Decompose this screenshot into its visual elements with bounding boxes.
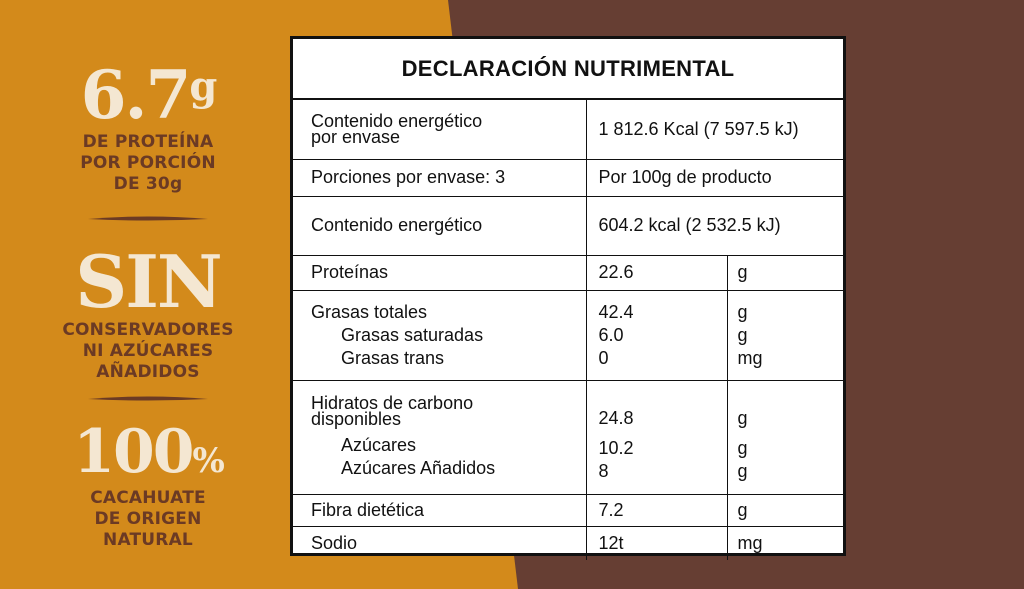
table-row-fats: Grasas totales Grasas saturadas Grasas t… <box>293 290 843 381</box>
carbs-unit: g <box>737 408 748 428</box>
energy-per-package-label: Contenido energético por envase <box>293 100 587 160</box>
carbs-label-line: disponibles <box>311 408 402 429</box>
fiber-unit: g <box>727 494 843 527</box>
table-row-fiber: Fibra dietética 7.2 g <box>293 494 843 527</box>
energy-per-100g-value: 604.2 kcal (2 532.5 kJ) <box>586 196 843 256</box>
sin-text-line: CONSERVADORES <box>62 320 234 340</box>
protein-unit: g <box>189 63 217 110</box>
total-fat-label: Grasas totales <box>311 301 428 322</box>
protein-text-line: POR PORCIÓN <box>80 153 216 173</box>
protein-text: DE PROTEÍNA POR PORCIÓN DE 30g <box>40 132 256 195</box>
protein-text-line: DE PROTEÍNA <box>82 132 214 152</box>
table-row-sodium: Sodio 12t mg <box>293 526 843 560</box>
protein-unit: g <box>727 255 843 291</box>
nutrition-table: Contenido energético por envase 1 812.6 … <box>293 100 843 560</box>
fats-units: g g mg <box>727 290 843 381</box>
divider-1 <box>88 216 208 221</box>
table-row-energy-per-package: Contenido energético por envase 1 812.6 … <box>293 100 843 160</box>
saturated-fat-unit: g <box>737 324 748 345</box>
sodium-label: Sodio <box>293 526 587 560</box>
trans-fat-value: 0 <box>598 347 609 368</box>
fiber-label: Fibra dietética <box>293 494 587 527</box>
trans-fat-label: Grasas trans <box>341 347 445 368</box>
sin-text-line: NI AZÚCARES <box>82 341 214 361</box>
servings-value: Por 100g de producto <box>586 159 843 197</box>
table-row-energy-per-100g: Contenido energético 604.2 kcal (2 532.5… <box>293 196 843 256</box>
sugars-value: 10.2 <box>598 438 634 458</box>
table-row-carbohydrates: Hidratos de carbono disponibles Azúcares… <box>293 380 843 495</box>
sin-text: CONSERVADORES NI AZÚCARES AÑADIDOS <box>40 320 256 383</box>
fiber-value: 7.2 <box>586 494 728 527</box>
total-fat-unit: g <box>737 301 748 322</box>
table-row-servings: Porciones por envase: 3 Por 100g de prod… <box>293 159 843 197</box>
energy-per-package-value: 1 812.6 Kcal (7 597.5 kJ) <box>586 100 843 160</box>
percent-headline: 100% <box>40 422 256 482</box>
sin-text-line: AÑADIDOS <box>96 362 200 382</box>
sodium-unit: mg <box>737 532 763 553</box>
carbs-values: 24.8 10.2 8 <box>586 380 728 495</box>
sodium-value: 12t <box>586 526 728 560</box>
carbs-units: g g g <box>727 380 843 495</box>
table-title: DECLARACIÓN NUTRIMENTAL <box>293 39 843 100</box>
percent-sign: % <box>192 441 224 481</box>
servings-label: Porciones por envase: 3 <box>293 159 587 197</box>
protein-claim: 6.7g DE PROTEÍNA POR PORCIÓN DE 30g <box>40 62 256 195</box>
total-fat-value: 42.4 <box>598 301 634 322</box>
energy-label-line: Contenido energético <box>311 111 483 132</box>
energy-per-100g-label: Contenido energético <box>293 196 587 256</box>
trans-fat-unit: mg <box>737 347 763 368</box>
carbs-labels: Hidratos de carbono disponibles Azúcares… <box>293 380 587 495</box>
percent-text-line: NATURAL <box>103 530 193 550</box>
energy-label-line: por envase <box>311 127 401 148</box>
nutrition-table-panel: DECLARACIÓN NUTRIMENTAL Contenido energé… <box>290 36 846 560</box>
protein-text-line: DE 30g <box>113 174 183 194</box>
divider-2 <box>88 396 208 401</box>
protein-value: 22.6 <box>586 255 728 291</box>
protein-headline: 6.7g <box>40 62 256 128</box>
added-sugars-label: Azúcares Añadidos <box>341 457 496 478</box>
carbs-value: 24.8 <box>598 408 634 428</box>
sin-headline: SIN <box>75 239 223 324</box>
fats-labels: Grasas totales Grasas saturadas Grasas t… <box>293 290 587 381</box>
protein-value: 6.7 <box>80 56 192 134</box>
percent-text-line: CACAHUATE <box>90 488 206 508</box>
percent-value: 100 <box>73 417 194 487</box>
sugars-label: Azúcares <box>341 434 417 455</box>
protein-label: Proteínas <box>293 255 587 291</box>
sugars-unit: g <box>737 438 748 458</box>
saturated-fat-label: Grasas saturadas <box>341 324 484 345</box>
added-sugars-value: 8 <box>598 461 609 481</box>
saturated-fat-value: 6.0 <box>598 324 624 345</box>
carbs-label-line: Hidratos de carbono <box>311 392 474 413</box>
table-row-protein: Proteínas 22.6 g <box>293 255 843 291</box>
no-preservatives-claim: SIN CONSERVADORES NI AZÚCARES AÑADIDOS <box>40 246 256 383</box>
percent-text-line: DE ORIGEN <box>94 509 202 529</box>
natural-peanut-claim: 100% CACAHUATE DE ORIGEN NATURAL <box>40 422 256 551</box>
percent-text: CACAHUATE DE ORIGEN NATURAL <box>40 488 256 551</box>
fats-values: 42.4 6.0 0 <box>586 290 728 381</box>
added-sugars-unit: g <box>737 461 748 481</box>
